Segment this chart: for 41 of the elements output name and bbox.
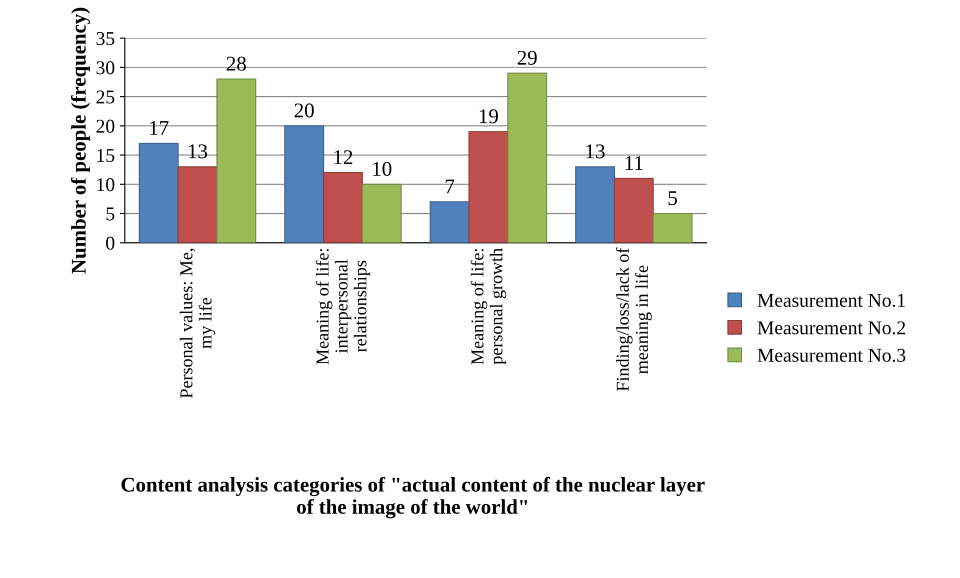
data-label: 29: [518, 50, 537, 65]
y-tick-label: 30: [96, 61, 114, 74]
x-tick-label: Finding/loss/lack of meaning in life: [616, 248, 652, 392]
bar: [507, 72, 548, 243]
x-tick-label: Meaning of life: personal growth: [470, 248, 506, 364]
data-label: 28: [226, 56, 246, 71]
legend-label: Measurement No.3: [758, 348, 906, 362]
data-label: 7: [446, 180, 454, 194]
y-tick-label: 5: [106, 208, 114, 220]
bar: [575, 166, 616, 243]
data-label: 17: [150, 121, 169, 135]
legend-label: Measurement No.2: [758, 321, 906, 334]
x-axis-title: Content analysis categories of "actual content of the nuclear layer of the image of the world": [122, 476, 705, 518]
bar: [468, 131, 508, 243]
data-label: 12: [334, 150, 352, 164]
bar: [138, 142, 179, 243]
y-tick-label: 0: [106, 236, 114, 250]
data-label: 13: [188, 144, 208, 158]
y-tick-label: 10: [97, 178, 114, 192]
data-label: 11: [626, 156, 643, 170]
data-label: 13: [586, 144, 605, 158]
data-label: 10: [373, 162, 392, 176]
bar: [430, 201, 470, 243]
bar: [178, 166, 218, 243]
y-axis-title: Number of people (frequency): [70, 8, 90, 274]
bar: [323, 172, 363, 243]
legend-label: Measurement No.1: [758, 294, 905, 307]
y-tick-label: 20: [96, 120, 114, 133]
bar: [614, 178, 654, 243]
x-tick-label: Meaning of life: interpersonal relationships: [316, 249, 370, 364]
bar: [216, 78, 256, 243]
x-tick-label: Personal values: Me, my life: [180, 248, 216, 398]
y-tick-label: 35: [96, 32, 114, 46]
y-tick-label: 25: [96, 90, 114, 104]
data-label: 20: [294, 103, 314, 118]
y-tick-label: 15: [97, 148, 114, 162]
data-label: 19: [480, 109, 498, 124]
bar: [284, 125, 324, 243]
data-label: 5: [668, 191, 678, 206]
bar: [652, 212, 693, 243]
bar: [362, 184, 402, 243]
